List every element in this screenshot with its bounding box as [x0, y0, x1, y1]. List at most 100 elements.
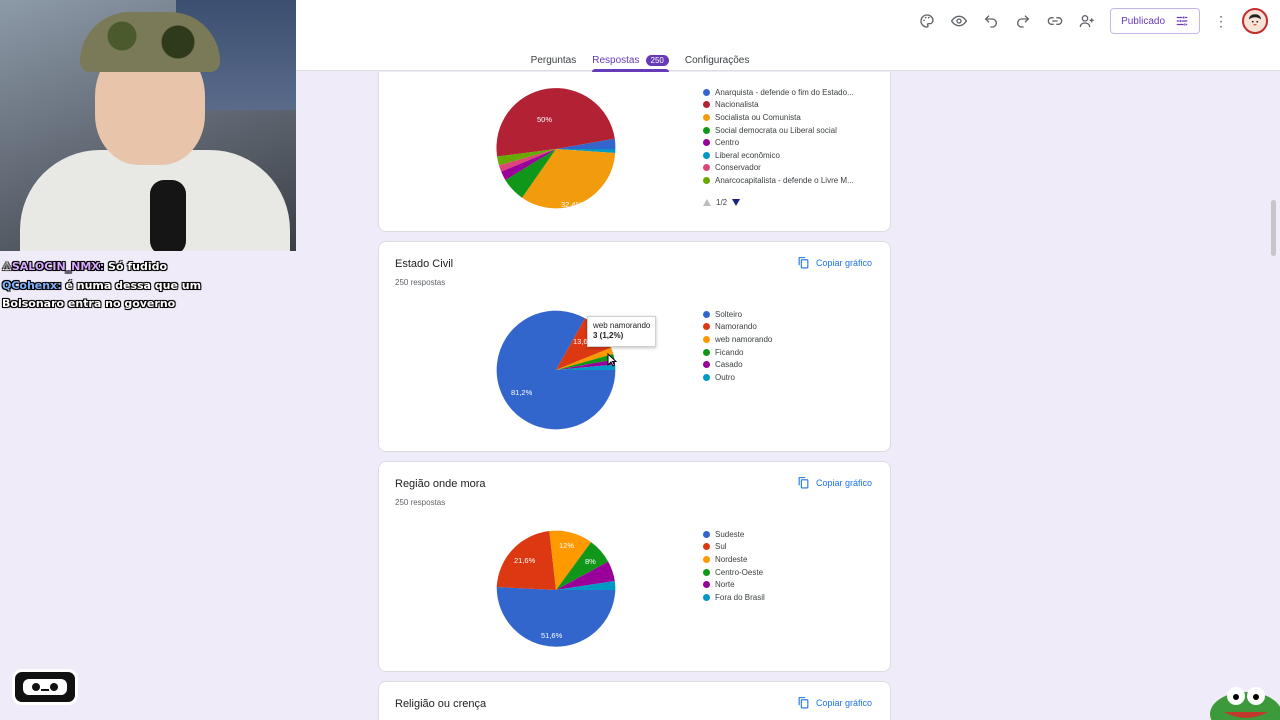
pie-label-solteiro: 81,2% [511, 388, 533, 397]
legend-item[interactable]: Solteiro [703, 308, 772, 321]
legend-label: Liberal econômico [715, 150, 780, 160]
legend-label: web namorando [715, 334, 773, 344]
undo-icon[interactable] [982, 12, 1000, 30]
copy-chart-label: Copiar gráfico [815, 477, 872, 488]
legend-swatch [703, 101, 710, 109]
pie-slice-nacionalista[interactable] [496, 88, 615, 157]
legend-item[interactable]: Centro [703, 136, 854, 149]
more-vert-icon[interactable]: ⋮ [1214, 12, 1228, 29]
pie-label-namorando: 13,6 [573, 337, 588, 346]
publish-button[interactable]: Publicado [1110, 8, 1200, 34]
header-toolbar: Publicado ⋮ [918, 8, 1268, 34]
pie-slice-ficando[interactable] [556, 354, 615, 370]
pie-slice-norte[interactable] [556, 561, 615, 590]
copy-chart-button[interactable]: Copiar gráfico [797, 256, 872, 269]
legend-swatch [703, 139, 710, 147]
pie-slice-nordeste[interactable] [549, 530, 592, 590]
pie-slice-outro[interactable] [556, 364, 616, 371]
tooltip-label: web namorando [593, 321, 651, 330]
redo-icon[interactable] [1014, 12, 1032, 30]
estado-civil-card: Estado Civil 250 respostas Copiar gráfic… [378, 241, 891, 452]
card-title: Religião ou crença [395, 698, 487, 710]
legend-item[interactable]: Conservador [703, 162, 854, 175]
pie-slice-centro[interactable] [501, 149, 556, 181]
legend-swatch [703, 555, 710, 563]
tab-respostas[interactable]: Respostas 250 [592, 50, 669, 72]
copy-chart-button[interactable]: Copiar gráfico [797, 696, 872, 709]
legend-item[interactable]: Namorando [703, 321, 772, 334]
legend-item[interactable]: Sudeste [703, 528, 765, 541]
pie-slice-sudeste[interactable] [496, 587, 616, 647]
pie-slice-anarquista[interactable] [556, 138, 616, 149]
webcam-overlay [0, 0, 296, 251]
mouse-cursor-icon [607, 353, 617, 367]
palette-icon[interactable] [918, 12, 936, 30]
religiao-card: Religião ou crença Copiar gráfico [378, 681, 891, 720]
regiao-pie-chart[interactable]: 51,6% 21,6% 12% 8% [495, 529, 617, 651]
legend-item[interactable]: Social democrata ou Liberal social [703, 124, 854, 137]
legend-item[interactable]: Fora do Brasil [703, 591, 765, 604]
legend-page-indicator: 1/2 [716, 198, 728, 207]
chat-text: é numa dessa que um [65, 278, 202, 292]
tab-label: Perguntas [530, 54, 577, 66]
legend-item[interactable]: Outro [703, 371, 772, 384]
legend-item[interactable]: Sul [703, 541, 765, 554]
pie-slice-centro-oeste[interactable] [556, 542, 609, 590]
pie-slice-socialista[interactable] [522, 149, 616, 209]
legend-item[interactable]: Ficando [703, 346, 772, 359]
political-pie-chart[interactable]: 50% 32,4% [495, 88, 617, 210]
legend-swatch [703, 88, 710, 96]
pie-label-sul: 21,6% [514, 556, 536, 565]
tab-configuracoes[interactable]: Configurações [685, 50, 749, 70]
legend-item[interactable]: Casado [703, 358, 772, 371]
pie-slice-fora-do-brasil[interactable] [556, 581, 616, 590]
avatar[interactable] [1242, 8, 1268, 34]
copy-chart-button[interactable]: Copiar gráfico [797, 476, 872, 489]
pie-slice-liberal-economico[interactable] [556, 149, 616, 153]
copy-chart-label: Copiar gráfico [815, 697, 872, 708]
legend-item[interactable]: Centro-Oeste [703, 566, 765, 579]
eye-icon[interactable] [950, 12, 968, 30]
legend-label: Fora do Brasil [715, 592, 765, 602]
regiao-card: Região onde mora 250 respostas Copiar gr… [378, 461, 891, 672]
pie-label-centro-oeste: 8% [585, 557, 596, 566]
legend-label: Outro [715, 372, 736, 382]
legend-swatch [703, 113, 710, 121]
pie-slice-conservador[interactable] [499, 149, 556, 172]
pie-label-nacionalista: 50% [537, 115, 552, 124]
card-title: Região onde mora [395, 478, 486, 490]
legend-next-icon[interactable] [732, 199, 741, 206]
pie-slice-social-democrata[interactable] [505, 149, 556, 198]
legend-swatch [703, 126, 710, 134]
legend-item[interactable]: web namorando [703, 333, 772, 346]
webcam-person-hat [80, 12, 220, 72]
legend-item[interactable]: Anarcocapitalista - defende o Livre M... [703, 174, 854, 187]
tab-perguntas[interactable]: Perguntas [531, 50, 577, 70]
pie-slice-sul[interactable] [496, 531, 556, 590]
pie-slice-casado[interactable] [556, 359, 616, 371]
stream-chat: ⚠SALOCIN_NMX: Só fudido QCohenx: é numa … [2, 248, 201, 314]
pie-slice-solteiro[interactable] [496, 310, 616, 430]
legend-swatch [703, 373, 710, 381]
response-count: 250 respostas [395, 498, 446, 507]
legend-label: Anarcocapitalista - defende o Livre M... [715, 175, 854, 185]
link-icon[interactable] [1046, 12, 1064, 30]
page-scrollbar[interactable] [1271, 200, 1276, 256]
chart-tooltip: web namorando 3 (1,2%) [587, 316, 657, 347]
legend-item[interactable]: Liberal econômico [703, 149, 854, 162]
copy-icon [798, 697, 809, 709]
legend-item[interactable]: Anarquista - defende o fim do Estado... [703, 86, 854, 99]
pie-slice-anarcocapitalista[interactable] [497, 149, 556, 166]
legend-label: Norte [715, 580, 735, 590]
pie-label-socialista: 32,4% [561, 200, 583, 209]
add-person-icon[interactable] [1078, 12, 1096, 30]
legend-item[interactable]: Norte [703, 578, 765, 591]
pie-label-sudeste: 51,6% [541, 631, 563, 640]
legend-label: Centro [715, 138, 740, 148]
legend-item[interactable]: Nacionalista [703, 99, 854, 112]
legend-item[interactable]: Socialista ou Comunista [703, 111, 854, 124]
legend-prev-icon[interactable] [703, 199, 711, 206]
legend-label: Conservador [715, 163, 761, 173]
pie-slice-web-namorando[interactable] [556, 347, 614, 370]
legend-item[interactable]: Nordeste [703, 553, 765, 566]
